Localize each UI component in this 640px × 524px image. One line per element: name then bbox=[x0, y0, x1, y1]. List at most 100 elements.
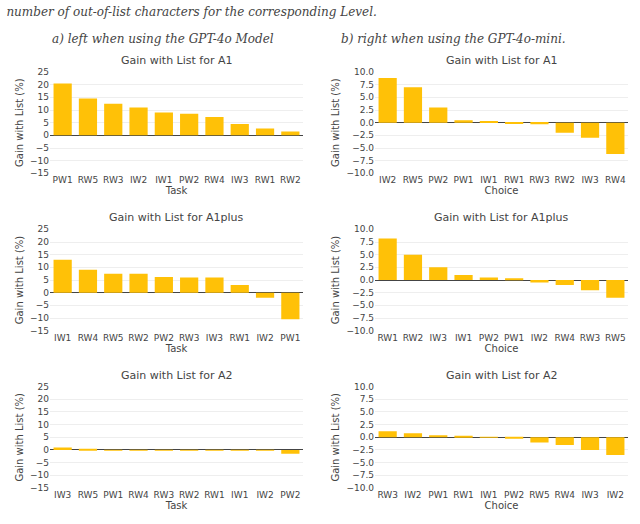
svg-text:0.0: 0.0 bbox=[360, 275, 375, 285]
svg-text:RW2: RW2 bbox=[280, 175, 301, 185]
svg-text:Choice: Choice bbox=[485, 185, 519, 196]
svg-text:15: 15 bbox=[38, 92, 49, 102]
svg-text:RW5: RW5 bbox=[78, 175, 99, 185]
svg-text:20: 20 bbox=[38, 394, 50, 404]
svg-text:−15: −15 bbox=[30, 168, 49, 178]
svg-text:5.0: 5.0 bbox=[360, 407, 375, 417]
svg-text:7.5: 7.5 bbox=[360, 80, 374, 90]
svg-text:Gain with List (%): Gain with List (%) bbox=[330, 236, 341, 325]
svg-text:PW2: PW2 bbox=[154, 333, 174, 343]
svg-text:IW3: IW3 bbox=[231, 175, 248, 185]
svg-text:25: 25 bbox=[38, 224, 49, 234]
svg-text:−10: −10 bbox=[30, 470, 49, 480]
svg-text:RW3: RW3 bbox=[580, 333, 601, 343]
svg-text:2.5: 2.5 bbox=[360, 105, 374, 115]
svg-text:RW5: RW5 bbox=[403, 175, 424, 185]
svg-text:25: 25 bbox=[38, 67, 49, 77]
svg-text:RW4: RW4 bbox=[204, 175, 225, 185]
svg-text:RW5: RW5 bbox=[103, 333, 124, 343]
svg-text:RW5: RW5 bbox=[529, 490, 550, 500]
svg-text:Gain with List for A1plus: Gain with List for A1plus bbox=[109, 211, 244, 224]
svg-text:IW3: IW3 bbox=[54, 490, 71, 500]
svg-text:number of out-of-list characte: number of out-of-list characters for the… bbox=[6, 5, 376, 19]
svg-text:Gain with List for A1: Gain with List for A1 bbox=[121, 54, 233, 67]
svg-text:Gain with List (%): Gain with List (%) bbox=[14, 78, 25, 167]
svg-text:Gain with List (%): Gain with List (%) bbox=[14, 393, 25, 482]
svg-text:10: 10 bbox=[38, 420, 50, 430]
svg-text:RW2: RW2 bbox=[403, 333, 424, 343]
svg-text:Gain with List for A2: Gain with List for A2 bbox=[446, 369, 558, 382]
svg-text:RW4: RW4 bbox=[554, 333, 575, 343]
svg-text:IW2: IW2 bbox=[379, 175, 396, 185]
svg-text:−10: −10 bbox=[30, 313, 49, 323]
svg-text:Gain with List (%): Gain with List (%) bbox=[14, 236, 25, 325]
svg-text:PW2: PW2 bbox=[479, 333, 499, 343]
svg-text:IW3: IW3 bbox=[581, 175, 598, 185]
svg-text:IW2: IW2 bbox=[531, 333, 548, 343]
svg-text:10: 10 bbox=[38, 105, 50, 115]
svg-text:−10.0: −10.0 bbox=[346, 326, 374, 336]
svg-text:RW1: RW1 bbox=[453, 490, 474, 500]
svg-text:−5.0: −5.0 bbox=[352, 300, 374, 310]
svg-text:RW1: RW1 bbox=[377, 333, 398, 343]
svg-text:RW3: RW3 bbox=[103, 175, 124, 185]
svg-text:b) right when using the GPT-4o: b) right when using the GPT-4o-mini. bbox=[341, 32, 566, 46]
svg-text:−15: −15 bbox=[30, 326, 49, 336]
svg-text:20: 20 bbox=[38, 80, 50, 90]
svg-text:−2.5: −2.5 bbox=[352, 130, 374, 140]
svg-text:−5.0: −5.0 bbox=[352, 143, 374, 153]
svg-text:0: 0 bbox=[43, 288, 49, 298]
svg-text:−5: −5 bbox=[36, 300, 49, 310]
svg-text:Gain with List for A1plus: Gain with List for A1plus bbox=[434, 211, 569, 224]
svg-text:RW2: RW2 bbox=[179, 490, 200, 500]
svg-text:RW4: RW4 bbox=[78, 333, 99, 343]
svg-text:Gain with List for A1: Gain with List for A1 bbox=[446, 54, 558, 67]
svg-text:5: 5 bbox=[43, 275, 49, 285]
svg-text:0.0: 0.0 bbox=[360, 432, 375, 442]
svg-text:Choice: Choice bbox=[485, 500, 519, 511]
svg-text:10.0: 10.0 bbox=[354, 67, 374, 77]
svg-text:RW5: RW5 bbox=[605, 333, 626, 343]
svg-text:PW1: PW1 bbox=[53, 175, 73, 185]
svg-text:RW1: RW1 bbox=[255, 175, 276, 185]
svg-text:RW3: RW3 bbox=[179, 333, 200, 343]
svg-text:Gain with List (%): Gain with List (%) bbox=[330, 393, 341, 482]
svg-text:0: 0 bbox=[43, 445, 49, 455]
svg-text:Gain with List (%): Gain with List (%) bbox=[330, 78, 341, 167]
svg-text:IW2: IW2 bbox=[256, 333, 273, 343]
svg-text:−10.0: −10.0 bbox=[346, 168, 374, 178]
svg-text:RW4: RW4 bbox=[605, 175, 626, 185]
svg-text:−7.5: −7.5 bbox=[352, 470, 374, 480]
svg-text:−10.0: −10.0 bbox=[346, 483, 374, 493]
svg-text:−10: −10 bbox=[30, 156, 49, 166]
svg-text:IW3: IW3 bbox=[206, 333, 223, 343]
svg-text:IW1: IW1 bbox=[54, 333, 71, 343]
svg-text:5: 5 bbox=[43, 432, 49, 442]
svg-text:IW2: IW2 bbox=[256, 490, 273, 500]
svg-text:PW2: PW2 bbox=[428, 175, 448, 185]
svg-text:IW3: IW3 bbox=[581, 490, 598, 500]
svg-text:5.0: 5.0 bbox=[360, 92, 375, 102]
svg-text:PW1: PW1 bbox=[428, 490, 448, 500]
svg-text:PW1: PW1 bbox=[454, 175, 474, 185]
svg-text:20: 20 bbox=[38, 237, 50, 247]
svg-text:−5.0: −5.0 bbox=[352, 458, 374, 468]
svg-text:RW3: RW3 bbox=[529, 175, 550, 185]
svg-text:25: 25 bbox=[38, 382, 49, 392]
svg-text:15: 15 bbox=[38, 250, 49, 260]
svg-text:RW5: RW5 bbox=[78, 490, 99, 500]
svg-text:a) left when using the GPT-4o: a) left when using the GPT-4o Model bbox=[52, 32, 274, 46]
svg-text:PW2: PW2 bbox=[179, 175, 199, 185]
svg-text:IW1: IW1 bbox=[480, 490, 497, 500]
svg-text:10.0: 10.0 bbox=[354, 224, 374, 234]
svg-text:RW4: RW4 bbox=[128, 490, 149, 500]
svg-text:−2.5: −2.5 bbox=[352, 445, 374, 455]
svg-text:PW1: PW1 bbox=[504, 333, 524, 343]
svg-text:RW4: RW4 bbox=[554, 490, 575, 500]
svg-text:Choice: Choice bbox=[485, 343, 519, 354]
svg-text:0: 0 bbox=[43, 130, 49, 140]
svg-text:−2.5: −2.5 bbox=[352, 288, 374, 298]
svg-text:−5: −5 bbox=[36, 143, 49, 153]
svg-text:RW2: RW2 bbox=[128, 333, 149, 343]
svg-text:2.5: 2.5 bbox=[360, 262, 374, 272]
